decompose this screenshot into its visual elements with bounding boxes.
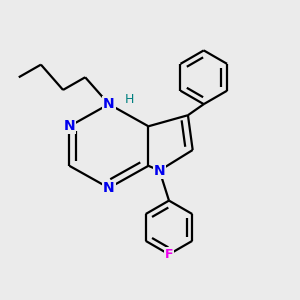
Text: H: H — [125, 93, 134, 106]
Text: F: F — [165, 248, 173, 261]
Text: N: N — [154, 164, 165, 178]
Text: N: N — [103, 181, 115, 195]
Text: N: N — [103, 97, 115, 111]
Text: N: N — [64, 119, 75, 133]
